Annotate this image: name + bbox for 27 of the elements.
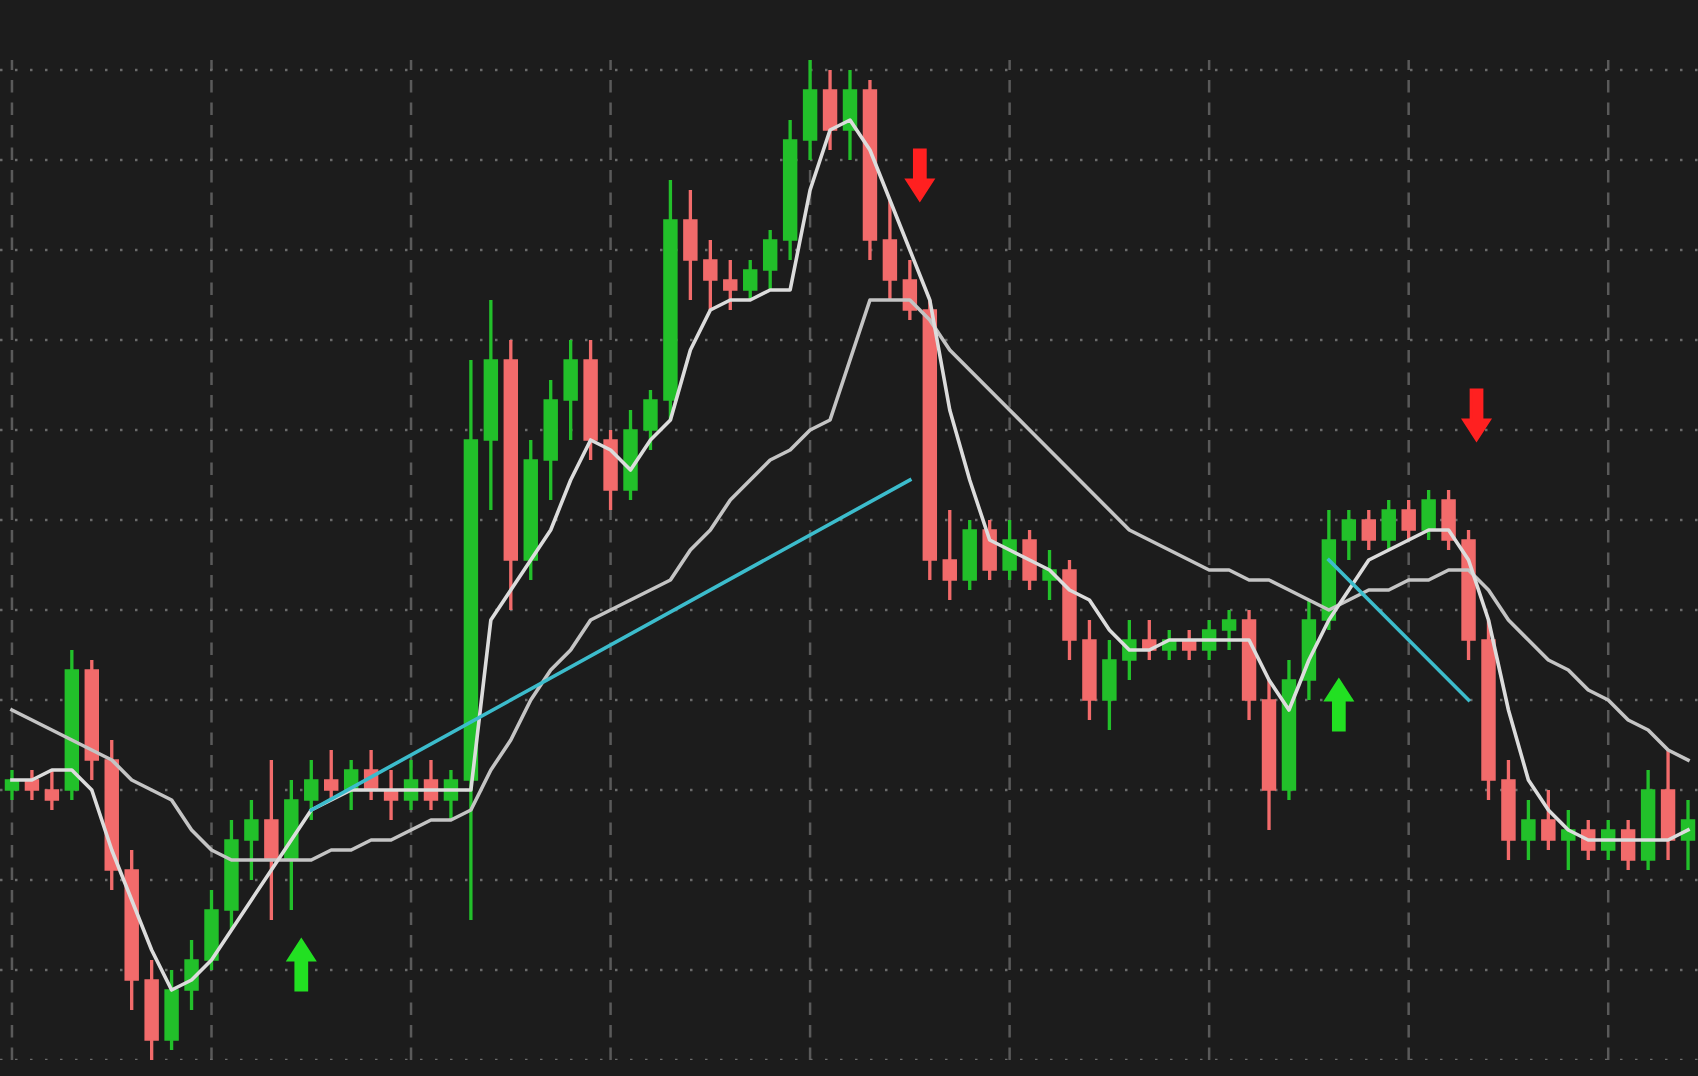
- candlestick: [1361, 508, 1376, 552]
- candlestick: [1022, 528, 1037, 592]
- candlestick: [683, 188, 698, 302]
- candlestick: [942, 508, 957, 602]
- candlestick: [723, 258, 738, 312]
- candlestick: [743, 258, 758, 302]
- candlestick: [1521, 798, 1536, 862]
- candlestick: [44, 768, 60, 812]
- candlestick: [563, 338, 578, 442]
- candlestick: [323, 748, 339, 802]
- candlestick: [1341, 508, 1357, 562]
- candlestick: [304, 758, 319, 822]
- candlestick: [882, 198, 898, 302]
- candlestick: [1102, 638, 1117, 732]
- candlestick: [822, 68, 838, 152]
- candlestick: [703, 238, 718, 312]
- candlestick: [1421, 488, 1436, 542]
- candlestick: [1441, 488, 1456, 552]
- candlestick: [643, 388, 658, 452]
- candlestick: [1401, 498, 1416, 542]
- candlestick: [1221, 608, 1237, 652]
- candlestick: [264, 758, 279, 922]
- candlestick: [1002, 518, 1017, 582]
- candlestick: [1541, 788, 1556, 852]
- candlestick: [1381, 498, 1396, 552]
- candlestick: [762, 228, 778, 292]
- candlestick: [244, 798, 259, 882]
